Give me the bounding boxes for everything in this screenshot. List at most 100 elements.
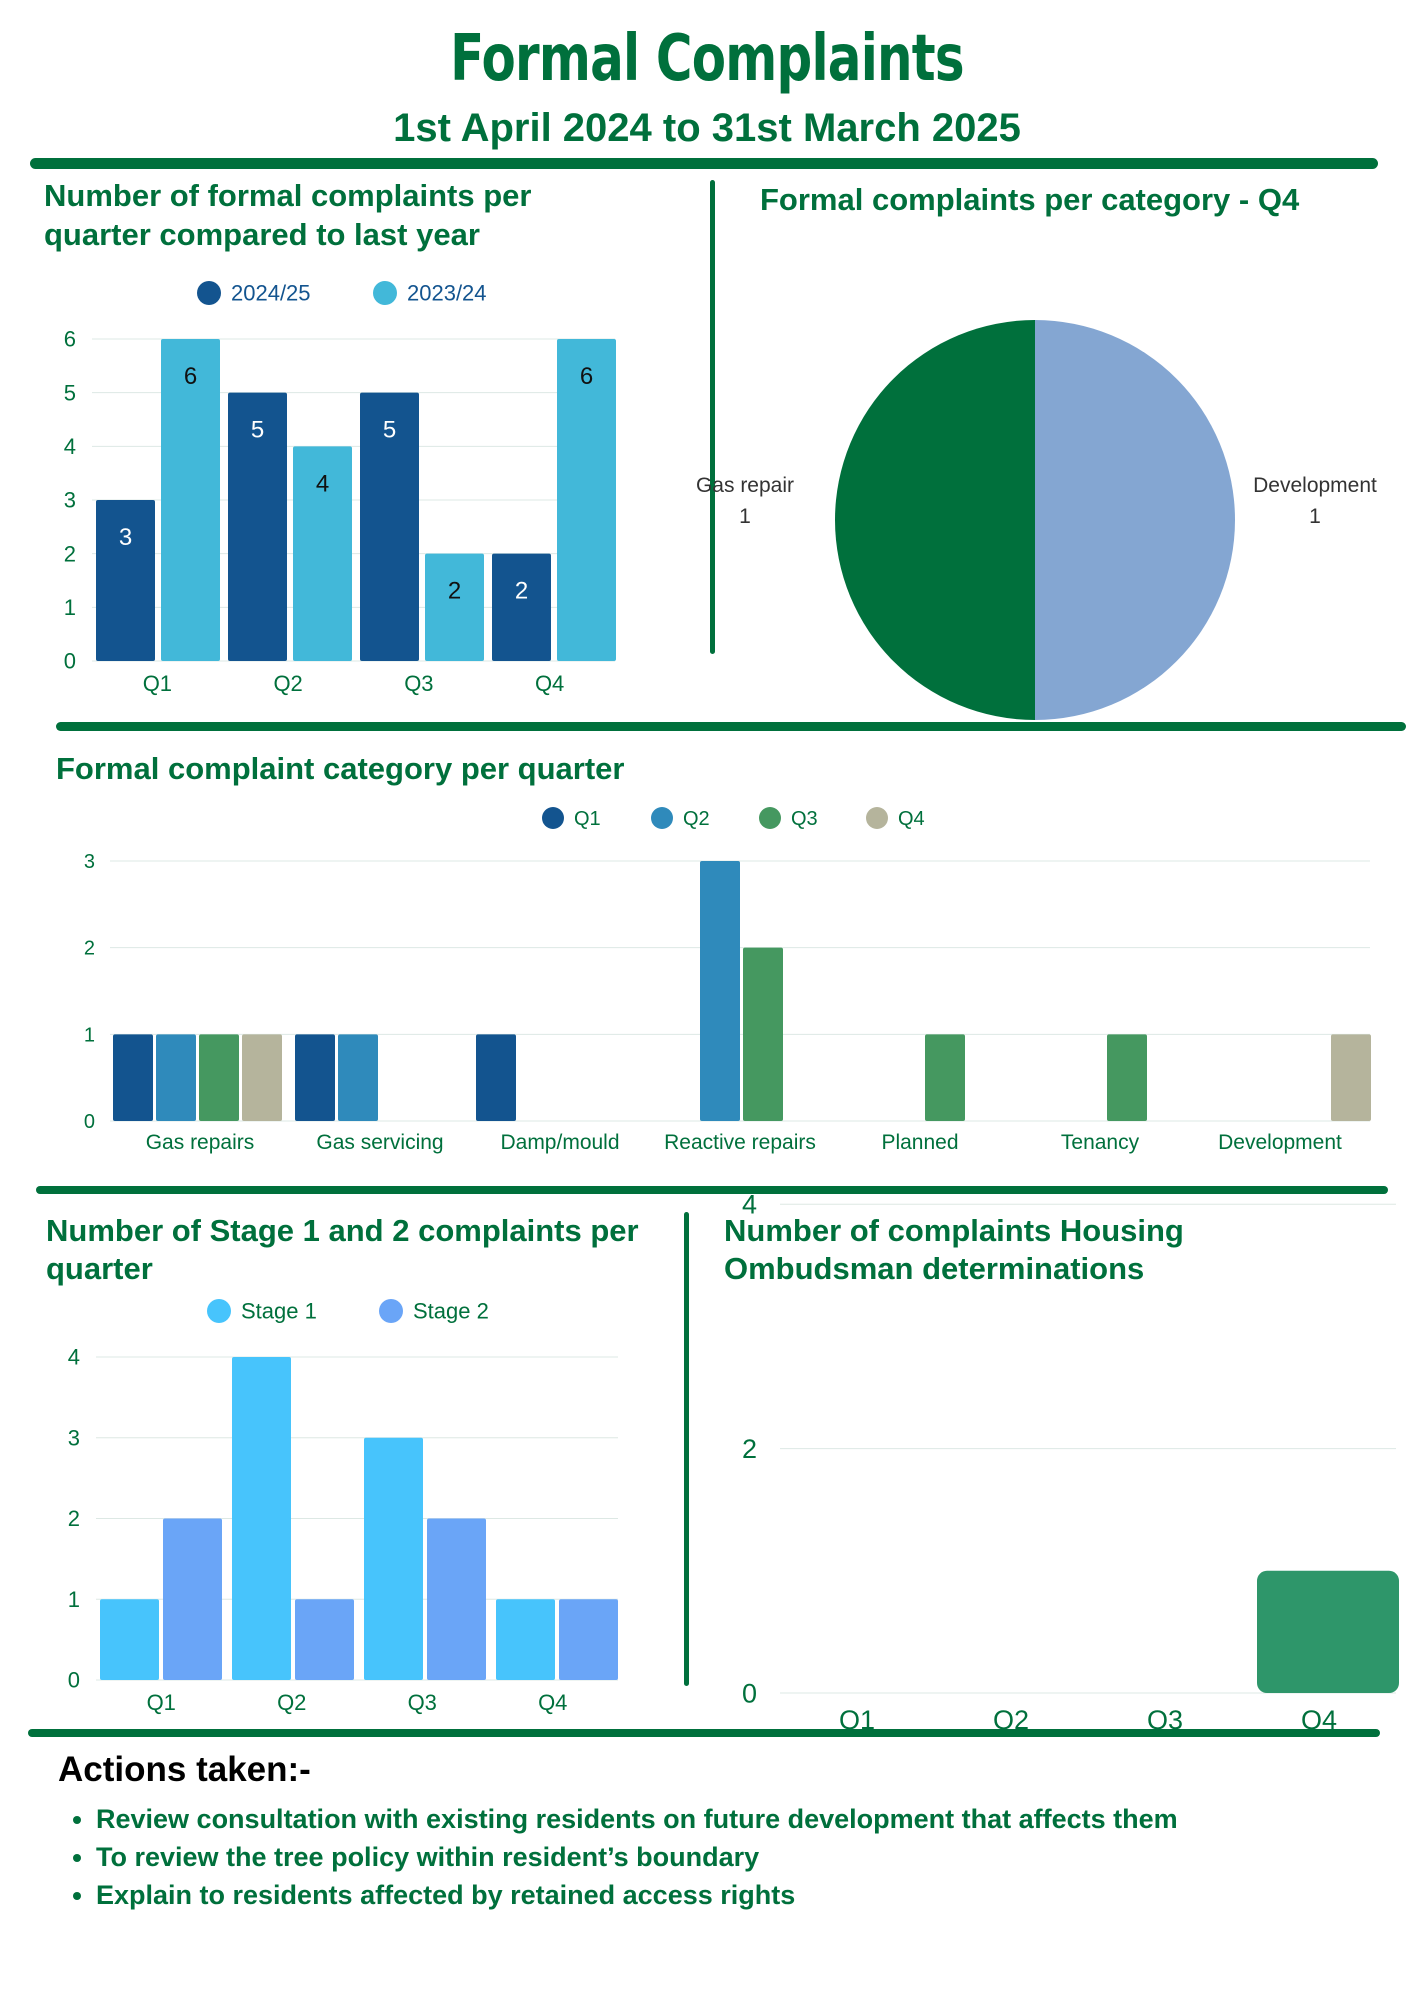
- x-tick-label: Q4: [538, 1690, 567, 1715]
- legend-label: Q3: [791, 808, 818, 830]
- bar: [364, 1437, 423, 1680]
- x-tick-label: Q3: [404, 671, 433, 696]
- data-label: 6: [184, 363, 197, 390]
- bar: [492, 553, 551, 661]
- y-tick-label: 2: [84, 938, 95, 960]
- actions-heading: Actions taken:-: [58, 1750, 311, 1789]
- data-label: 5: [251, 417, 264, 444]
- legend-label: 2023/24: [407, 281, 487, 306]
- y-tick-label: 4: [68, 1345, 80, 1370]
- action-item: To review the tree policy within residen…: [96, 1838, 1396, 1876]
- divider-bottom: [28, 1729, 1380, 1737]
- bar: [1331, 1034, 1371, 1121]
- bar: [228, 392, 287, 661]
- stages-chart-title: Number of Stage 1 and 2 complaints per q…: [46, 1213, 639, 1286]
- bar: [100, 1599, 159, 1680]
- legend-marker: [542, 807, 564, 829]
- bar: [338, 1034, 378, 1121]
- legend-label: Q4: [898, 808, 925, 830]
- x-tick-label: Q4: [535, 671, 564, 696]
- x-tick-label: Q1: [143, 671, 172, 696]
- y-tick-label: 2: [68, 1506, 80, 1531]
- legend-marker: [379, 1299, 403, 1323]
- legend-label: Q2: [683, 808, 710, 830]
- pie-label: Development: [1253, 474, 1377, 497]
- y-tick-label: 1: [64, 595, 76, 620]
- y-tick-label: 3: [84, 851, 95, 873]
- data-label: 4: [316, 470, 329, 497]
- legend-marker: [197, 281, 221, 305]
- x-tick-label: Gas servicing: [316, 1131, 443, 1154]
- bar: [557, 339, 616, 661]
- y-tick-label: 2: [742, 1434, 757, 1464]
- x-tick-label: Reactive repairs: [664, 1131, 816, 1154]
- pie-value: 1: [1309, 505, 1321, 528]
- y-tick-label: 4: [64, 434, 76, 459]
- bar: [199, 1034, 239, 1121]
- y-tick-label: 0: [742, 1678, 757, 1708]
- bar: [161, 339, 220, 661]
- data-label: 2: [515, 578, 528, 605]
- y-tick-label: 6: [64, 327, 76, 352]
- quarterly-chart-title: Number of formal complaints per quarter …: [44, 178, 532, 252]
- bar: [425, 553, 484, 661]
- legend-marker: [207, 1299, 231, 1323]
- data-label: 3: [119, 524, 132, 551]
- y-tick-label: 0: [84, 1111, 95, 1133]
- x-tick-label: Q2: [273, 671, 302, 696]
- bar: [743, 947, 783, 1121]
- divider-lower: [36, 1186, 1388, 1194]
- page-title: Formal Complaints: [450, 22, 964, 96]
- pie-slice: [1035, 320, 1235, 720]
- bar: [360, 392, 419, 661]
- bar: [163, 1518, 222, 1680]
- bar: [113, 1034, 153, 1121]
- x-tick-label: Q3: [408, 1690, 437, 1715]
- bar: [96, 500, 155, 661]
- legend-label: Stage 1: [241, 1299, 317, 1324]
- bar: [427, 1518, 486, 1680]
- divider-middle: [56, 722, 1406, 731]
- legend-marker: [373, 281, 397, 305]
- x-tick-label: Damp/mould: [500, 1131, 619, 1154]
- bar: [295, 1034, 335, 1121]
- data-label: 6: [580, 363, 593, 390]
- pie-value: 1: [739, 505, 751, 528]
- data-label: 5: [383, 417, 396, 444]
- x-tick-label: Q2: [277, 1690, 306, 1715]
- legend-marker: [866, 807, 888, 829]
- y-tick-label: 1: [84, 1024, 95, 1046]
- x-tick-label: Q1: [147, 1690, 176, 1715]
- bar: [293, 446, 352, 661]
- x-tick-label: Development: [1218, 1131, 1342, 1154]
- pie-chart-title: Formal complaints per category - Q4: [760, 182, 1300, 217]
- data-label: 2: [448, 578, 461, 605]
- legend-label: Stage 2: [413, 1299, 489, 1324]
- action-item: Review consultation with existing reside…: [96, 1800, 1396, 1838]
- pie-slice: [835, 320, 1035, 720]
- x-tick-label: Planned: [881, 1131, 958, 1154]
- bar: [156, 1034, 196, 1121]
- divider-vertical-bottom: [684, 1212, 689, 1686]
- category-chart-title: Formal complaint category per quarter: [56, 751, 625, 786]
- bar: [1257, 1570, 1399, 1693]
- bar: [242, 1034, 282, 1121]
- legend-marker: [651, 807, 673, 829]
- bar: [559, 1599, 618, 1680]
- y-tick-label: 5: [64, 380, 76, 405]
- bar: [1107, 1034, 1147, 1121]
- legend-label: 2024/25: [231, 281, 311, 306]
- bar: [925, 1034, 965, 1121]
- bar: [496, 1599, 555, 1680]
- bar: [295, 1599, 354, 1680]
- y-tick-label: 0: [68, 1668, 80, 1693]
- y-tick-label: 3: [64, 488, 76, 513]
- legend-marker: [759, 807, 781, 829]
- divider-vertical-top: [710, 180, 715, 654]
- legend-label: Q1: [574, 808, 601, 830]
